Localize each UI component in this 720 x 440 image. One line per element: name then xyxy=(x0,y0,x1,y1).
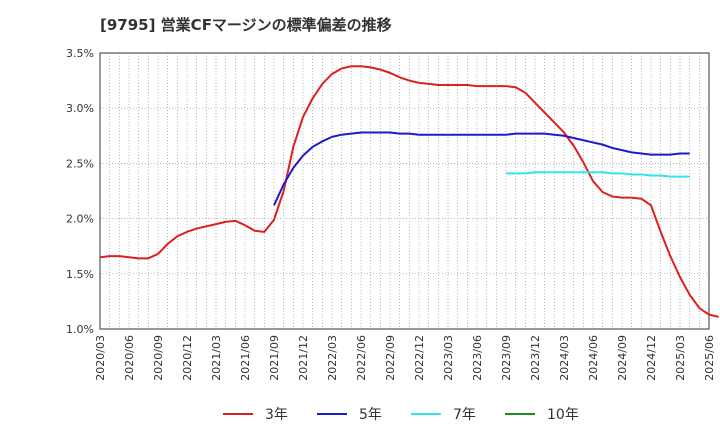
series-lines xyxy=(99,65,719,318)
x-tick-label: 2020/09 xyxy=(152,335,165,381)
x-tick-label: 2022/03 xyxy=(326,335,339,381)
series-line-5年 xyxy=(273,131,690,206)
x-tick-label: 2024/06 xyxy=(587,335,600,381)
grid xyxy=(100,52,709,330)
x-tick-label: 2023/06 xyxy=(471,335,484,381)
x-tick-label: 2021/06 xyxy=(239,335,252,381)
y-tick-label: 3.0% xyxy=(66,102,94,115)
x-tick-label: 2021/03 xyxy=(210,335,223,381)
x-tick-label: 2024/03 xyxy=(558,335,571,381)
y-tick-label: 1.0% xyxy=(66,323,94,336)
legend: 3年 5年 7年 10年 xyxy=(223,407,579,423)
y-tick-label: 3.5% xyxy=(66,47,94,60)
y-tick-label: 1.5% xyxy=(66,268,94,281)
series-line-7年 xyxy=(506,171,690,178)
x-tick-label: 2025/03 xyxy=(674,335,687,381)
chart-title: [9795] 営業CFマージンの標準偏差の推移 xyxy=(100,16,392,34)
x-tick-label: 2022/12 xyxy=(413,335,426,381)
x-tick-label: 2023/03 xyxy=(442,335,455,381)
legend-label: 5年 xyxy=(359,407,382,423)
x-tick-label: 2020/12 xyxy=(181,335,194,381)
y-tick-label: 2.5% xyxy=(66,157,94,170)
x-tick-label: 2025/06 xyxy=(703,335,716,381)
y-axis-ticks: 1.0% 1.5% 2.0% 2.5% 3.0% 3.5% xyxy=(66,47,94,336)
series-line-3年 xyxy=(99,65,719,318)
x-tick-label: 2022/06 xyxy=(355,335,368,381)
x-tick-label: 2020/03 xyxy=(94,335,107,381)
x-tick-label: 2023/12 xyxy=(529,335,542,381)
x-tick-label: 2022/09 xyxy=(384,335,397,381)
y-tick-label: 2.0% xyxy=(66,213,94,226)
x-tick-label: 2021/12 xyxy=(297,335,310,381)
x-tick-label: 2024/12 xyxy=(645,335,658,381)
legend-label: 10年 xyxy=(547,407,579,423)
x-tick-label: 2024/09 xyxy=(616,335,629,381)
legend-label: 7年 xyxy=(453,407,476,423)
x-tick-label: 2021/09 xyxy=(268,335,281,381)
x-axis-ticks: 2020/03 2020/06 2020/09 2020/12 2021/03 2021/… xyxy=(94,335,716,381)
plot-frame xyxy=(99,52,710,330)
x-tick-label: 2023/09 xyxy=(500,335,513,381)
x-tick-label: 2020/06 xyxy=(123,335,136,381)
legend-label: 3年 xyxy=(265,407,288,423)
